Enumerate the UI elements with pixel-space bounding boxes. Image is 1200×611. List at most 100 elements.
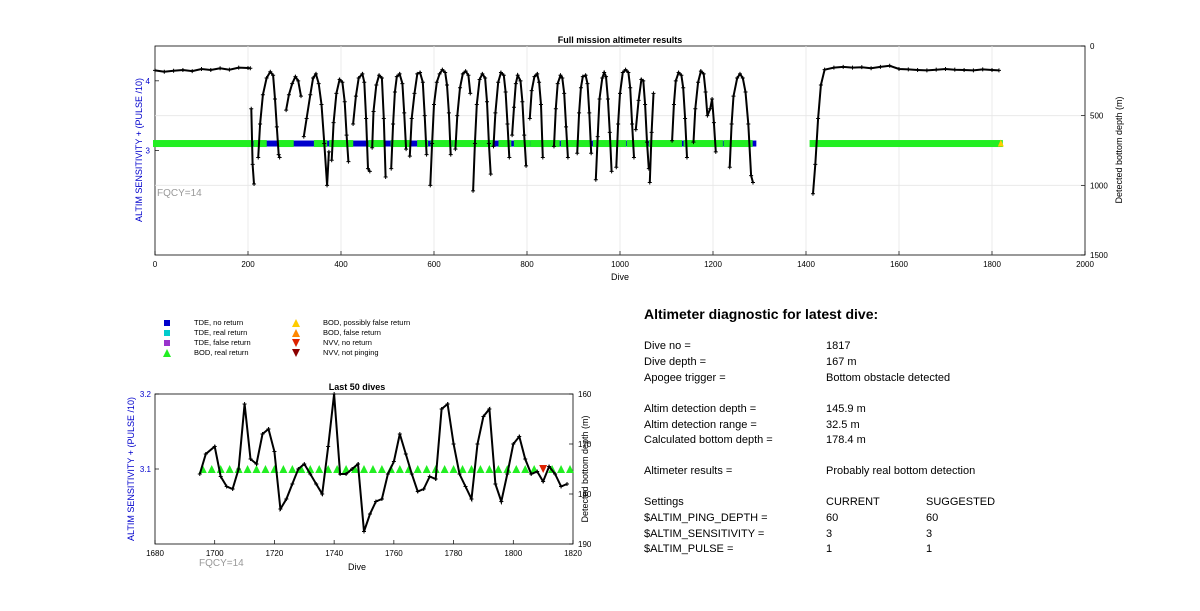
row-value: Bottom obstacle detected: [826, 372, 951, 384]
depth-point: [633, 127, 638, 132]
depth-point: [651, 91, 656, 96]
depth-line-segment: [302, 71, 330, 186]
depth-point: [671, 102, 676, 107]
depth-point: [445, 83, 450, 88]
bod-real-return-marker: [368, 465, 377, 473]
depth-point: [362, 529, 366, 534]
depth-point: [520, 99, 525, 104]
diagnostic-panel: Altimeter diagnostic for latest dive: Di…: [644, 306, 1164, 555]
main-fqcy-annotation: FQCY=14: [157, 188, 202, 199]
bod-real-return-marker: [207, 465, 216, 473]
depth-point: [580, 74, 585, 79]
depth-point: [729, 122, 734, 127]
depth-point: [850, 65, 855, 70]
depth-point: [641, 78, 646, 83]
depth-point: [587, 110, 592, 115]
depth-point: [445, 402, 450, 406]
depth-point: [472, 141, 477, 146]
depth-point: [529, 472, 534, 476]
legend: TDE, no return TDE, real return TDE, fal…: [160, 318, 460, 368]
last50-y-label: ALTIM SENSITIVITY + (PULSE /10): [126, 397, 136, 541]
tde-no-return-marker: [290, 140, 317, 147]
depth-point: [670, 138, 675, 143]
depth-point: [374, 83, 379, 88]
depth-point: [529, 88, 534, 93]
depth-point: [296, 78, 301, 83]
depth-point: [260, 92, 265, 97]
depth-point: [379, 497, 384, 501]
depth-point: [403, 452, 408, 456]
bod-real-return-marker: [342, 465, 351, 473]
depth-point: [404, 147, 409, 152]
depth-point: [505, 122, 510, 127]
depth-point: [620, 70, 625, 75]
depth-point: [162, 69, 167, 74]
depth-point: [250, 162, 255, 167]
depth-point: [457, 472, 462, 476]
bod-real-return-marker: [498, 140, 512, 148]
depth-point: [511, 105, 516, 110]
depth-point: [540, 155, 545, 160]
nvv-no-return-marker: [539, 465, 548, 473]
depth-point: [329, 158, 334, 163]
bod-real-return-marker: [430, 140, 453, 148]
tde-no-return-marker: [556, 140, 564, 147]
depth-line-segment: [511, 72, 528, 166]
depth-point: [334, 91, 339, 96]
x-tick-label: 1400: [797, 260, 815, 269]
depth-point: [466, 73, 471, 78]
bod-real-return-marker: [225, 465, 234, 473]
depth-point: [268, 69, 273, 74]
depth-point: [236, 467, 241, 471]
depth-point: [227, 67, 232, 72]
depth-point: [538, 102, 543, 107]
depth-point: [430, 141, 435, 146]
depth-point: [427, 474, 432, 479]
last50-x-label: Dive: [348, 562, 366, 572]
legend-label: TDE, real return: [194, 328, 248, 337]
depth-point: [859, 65, 864, 70]
depth-point: [673, 78, 678, 83]
depth-point: [313, 71, 318, 76]
depth-point: [319, 102, 324, 107]
row-label: $ALTIM_PING_DEPTH =: [644, 512, 768, 524]
depth-point: [607, 130, 612, 135]
row-label: Settings: [644, 496, 684, 508]
bod-real-return-marker: [557, 465, 566, 473]
depth-point: [831, 65, 836, 70]
row-label: Dive no =: [644, 340, 691, 352]
depth-point: [813, 162, 818, 167]
current-value: 3: [826, 528, 833, 540]
main-depth-lines: [153, 63, 1001, 196]
x-tick-label: 1780: [445, 549, 463, 558]
x-tick-label: 1200: [704, 260, 722, 269]
legend-label: TDE, false return: [194, 338, 251, 347]
depth-point: [547, 464, 552, 469]
bod-possibly-false-marker: [997, 139, 1004, 147]
depth-point: [681, 85, 686, 90]
tde-no-return-marker: [350, 140, 372, 147]
depth-point: [562, 91, 567, 96]
depth-point: [299, 94, 304, 99]
depth-point: [735, 76, 740, 81]
depth-point: [585, 81, 590, 86]
depth-point: [252, 181, 257, 186]
triangle-up-icon: [292, 319, 300, 327]
x-tick-label: 0: [153, 260, 158, 269]
y2-tick-label: 180: [578, 490, 592, 499]
depth-point: [455, 113, 460, 118]
last50-title: Last 50 dives: [329, 382, 386, 392]
y2-tick-label: 500: [1090, 112, 1104, 121]
depth-point: [434, 80, 439, 85]
bod-real-return-marker: [512, 465, 521, 473]
depth-point: [370, 145, 375, 150]
depth-point: [236, 65, 241, 70]
depth-point: [432, 102, 436, 107]
depth-point: [693, 106, 698, 111]
current-header: CURRENT: [826, 496, 880, 508]
row-label: Calculated bottom depth =: [644, 434, 773, 446]
depth-point: [422, 113, 427, 118]
depth-point: [924, 68, 929, 73]
bod-real-return-marker: [458, 465, 467, 473]
depth-point: [308, 92, 313, 97]
